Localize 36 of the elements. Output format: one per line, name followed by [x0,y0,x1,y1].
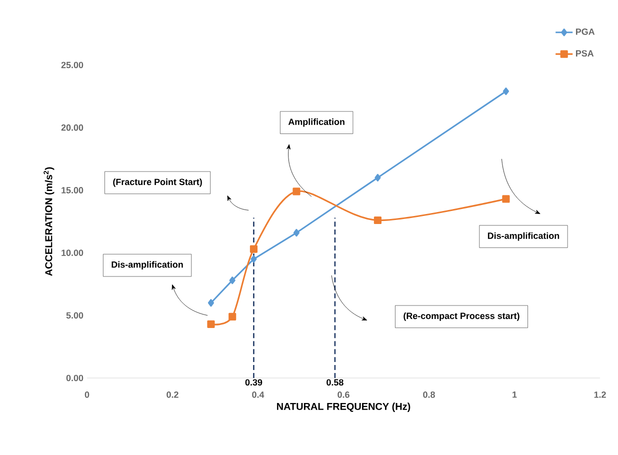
y-tick-label: 0.00 [66,374,84,382]
point [207,320,215,328]
x-tick-label: 1 [512,391,517,398]
ref-line-label: 0.58 [326,379,344,386]
legend-label: PGA [576,28,595,35]
x-tick-label: 0.6 [338,391,350,398]
point [208,299,214,307]
x-tick-label: 1.2 [594,391,606,398]
x-tick-label: 0.2 [166,391,178,398]
point [374,174,381,182]
ref-line-label: 0.39 [245,379,262,386]
x-axis-title: NATURAL FREQUENCY (Hz) [277,402,410,412]
point [250,245,258,253]
annotation: Dis-amplification [112,261,183,270]
y-tick-label: 10.00 [62,250,84,256]
point [250,255,257,263]
x-tick-label: 0.8 [423,391,435,398]
point [229,276,236,284]
annotation: (Fracture Point Start) [113,178,202,187]
y-tick-label: 20.00 [61,124,84,131]
y-tick-label: 25.00 [61,62,84,68]
y-tick-label: 5.00 [66,312,84,319]
y-tick-label: 15.00 [62,187,84,194]
annotation: Amplification [288,118,344,127]
point [292,188,300,196]
point [374,216,382,224]
annotation: Dis-amplification [488,232,560,241]
x-tick-label: 0.4 [252,391,264,398]
legend-label: PSA [576,50,594,57]
point [502,88,509,96]
point [228,312,236,320]
y-axis-title: ACCELERATION (m/s$^{2}$) [44,167,54,276]
x-tick-label: 0 [84,391,90,398]
annotation: (Re-compact Process start) [404,312,520,321]
point [502,195,510,203]
point [293,228,300,237]
